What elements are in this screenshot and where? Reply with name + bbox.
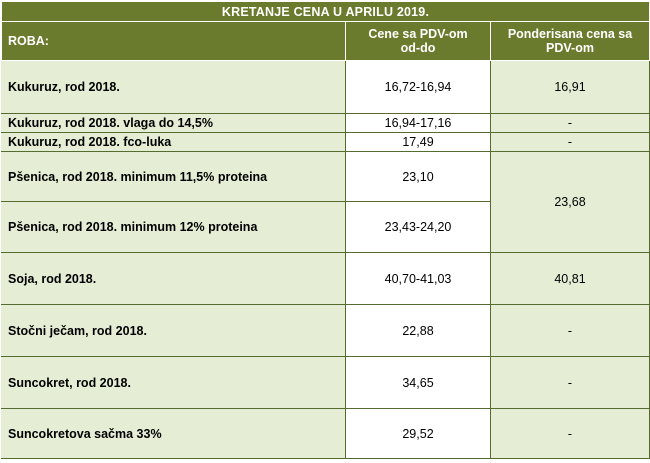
row-weighted: 40,81 (490, 252, 650, 305)
row-weighted: - (490, 408, 650, 459)
row-weighted: 16,91 (490, 60, 650, 114)
row-name: Kukuruz, rod 2018. fco-luka (1, 132, 346, 152)
row-weighted: - (490, 132, 650, 152)
row-weighted-merged: 23,68 (490, 151, 650, 253)
row-range: 23,43-24,20 (345, 201, 491, 253)
row-weighted: - (490, 304, 650, 357)
header-price-range: Cene sa PDV-om od-do (345, 21, 491, 61)
table-row: Pšenica, rod 2018. minimum 12% proteina … (1, 201, 650, 253)
row-name: Kukuruz, rod 2018. vlaga do 14,5% (1, 113, 346, 133)
header-row: ROBA: Cene sa PDV-om od-do Ponderisana c… (1, 21, 650, 61)
row-range: 17,49 (345, 132, 491, 152)
header-roba: ROBA: (1, 21, 346, 61)
row-range: 29,52 (345, 408, 491, 459)
title-row: KRETANJE CENA U APRILU 2019. (1, 1, 650, 22)
row-name: Suncokretova sačma 33% (1, 408, 346, 459)
table-title: KRETANJE CENA U APRILU 2019. (1, 1, 650, 22)
row-name: Soja, rod 2018. (1, 252, 346, 305)
header-weighted-line1: Ponderisana cena sa (507, 27, 633, 41)
header-price-line2: od-do (400, 41, 436, 55)
row-name: Suncokret, rod 2018. (1, 356, 346, 409)
row-weighted: - (490, 356, 650, 409)
row-range: 34,65 (345, 356, 491, 409)
row-range: 16,72-16,94 (345, 60, 491, 114)
table-row: Suncokret, rod 2018. 34,65 - (1, 356, 650, 409)
table-row: Stočni ječam, rod 2018. 22,88 - (1, 304, 650, 357)
header-price-line1: Cene sa PDV-om (368, 27, 468, 41)
row-name: Kukuruz, rod 2018. (1, 60, 346, 114)
table-row: Soja, rod 2018. 40,70-41,03 40,81 (1, 252, 650, 305)
row-range: 40,70-41,03 (345, 252, 491, 305)
header-weighted-line2: PDV-om (546, 41, 594, 55)
table-row: Kukuruz, rod 2018. fco-luka 17,49 - (1, 132, 650, 152)
table-row: Suncokretova sačma 33% 29,52 - (1, 408, 650, 459)
table-row: Pšenica, rod 2018. minimum 11,5% protein… (1, 151, 650, 253)
row-name: Stočni ječam, rod 2018. (1, 304, 346, 357)
row-name: Pšenica, rod 2018. minimum 11,5% protein… (1, 151, 346, 202)
header-weighted-price: Ponderisana cena sa PDV-om (490, 21, 650, 61)
row-name: Pšenica, rod 2018. minimum 12% proteina (1, 201, 346, 253)
table-row: Kukuruz, rod 2018. 16,72-16,94 16,91 (1, 60, 650, 114)
row-range: 23,10 (345, 151, 491, 202)
table-row: Kukuruz, rod 2018. vlaga do 14,5% 16,94-… (1, 113, 650, 133)
row-range: 16,94-17,16 (345, 113, 491, 133)
row-range: 22,88 (345, 304, 491, 357)
row-weighted: - (490, 113, 650, 133)
